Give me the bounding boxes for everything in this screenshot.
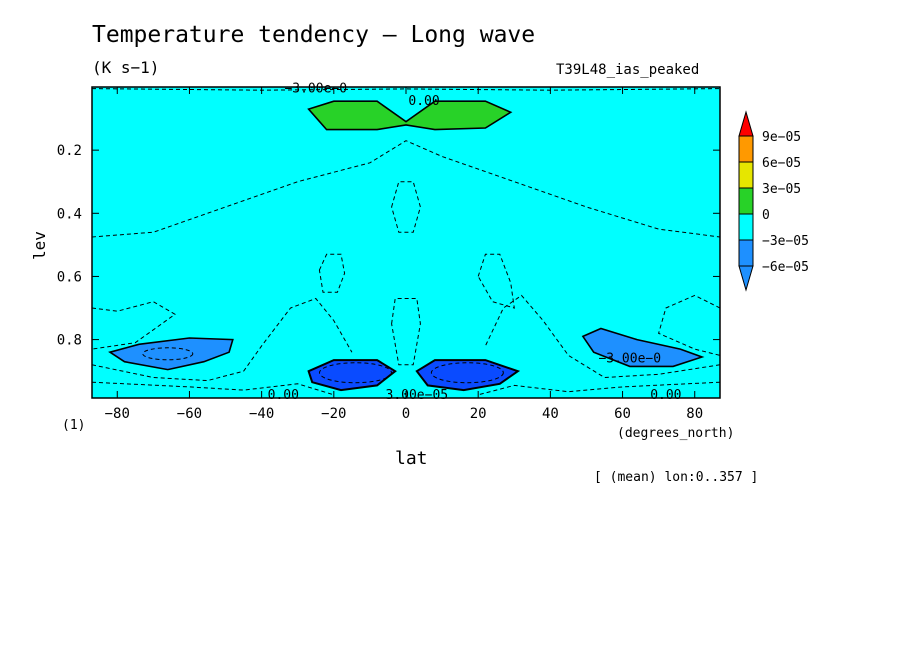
x-tick-label: −80 bbox=[105, 406, 130, 422]
center-lower-oval bbox=[391, 298, 421, 366]
sh-edge-contour bbox=[92, 301, 176, 350]
x-tick-label: 60 bbox=[614, 406, 631, 422]
sh-negative-cell bbox=[108, 337, 234, 371]
x-tick-label: 80 bbox=[686, 406, 703, 422]
y-tick-label: 0.4 bbox=[57, 206, 82, 222]
upper-arch-contour bbox=[92, 140, 720, 238]
x-axis-label: lat bbox=[395, 448, 428, 469]
top-contour bbox=[92, 88, 720, 91]
y-axis-ticks: 0.2 0.4 0.6 0.8 bbox=[57, 143, 720, 349]
nh-minimum-inner-ring bbox=[430, 362, 504, 384]
colorbar-swatch bbox=[738, 239, 754, 267]
sh-surface-contour bbox=[92, 381, 334, 396]
colorbar-label: −3e−05 bbox=[762, 234, 809, 249]
contour-label: 0.00 bbox=[650, 388, 681, 403]
contour-labels: 0.00 −3.00e−0 −3.00e−0 0.00 3.00e−05 0.00 bbox=[268, 82, 682, 403]
chart-title: Temperature tendency — Long wave bbox=[92, 22, 536, 48]
nh-edge-contour bbox=[657, 294, 720, 356]
colorbar-swatch bbox=[738, 213, 754, 241]
y-tick-label: 0.6 bbox=[57, 269, 82, 285]
colorbar-label: 6e−05 bbox=[762, 156, 801, 171]
x-tick-label: −40 bbox=[249, 406, 274, 422]
chart-units: (K s−1) bbox=[92, 58, 160, 77]
colorbar-swatch bbox=[738, 135, 754, 163]
colorbar-label: 9e−05 bbox=[762, 130, 801, 145]
nh-small-oval bbox=[477, 253, 515, 309]
sh-small-oval bbox=[318, 253, 346, 293]
nh-surface-contour bbox=[478, 381, 720, 396]
colorbar-label: 0 bbox=[762, 208, 770, 223]
colorbar-legend: 9e−05 6e−05 3e−05 0 −3e−05 −6e−05 bbox=[738, 110, 809, 292]
run-name: T39L48_ias_peaked bbox=[556, 62, 700, 78]
nh-lower-contour bbox=[484, 294, 720, 379]
x-tick-label: −20 bbox=[321, 406, 346, 422]
x-tick-label: 20 bbox=[470, 406, 487, 422]
colorbar-label: −6e−05 bbox=[762, 260, 809, 275]
x-axis-units: (degrees_north) bbox=[617, 426, 735, 441]
colorbar-swatch bbox=[738, 161, 754, 189]
colorbar-bottom-arrow bbox=[738, 265, 754, 292]
x-tick-label: 40 bbox=[542, 406, 559, 422]
center-upper-oval bbox=[391, 181, 421, 233]
colorbar-top-arrow bbox=[738, 110, 754, 137]
upper-positive-cell bbox=[307, 100, 513, 131]
sh-cell-inner-ring bbox=[142, 347, 194, 361]
sh-lower-contour bbox=[92, 297, 353, 382]
contour-label: 0.00 bbox=[408, 94, 439, 109]
contour-label: −3.00e−0 bbox=[598, 352, 661, 367]
nh-minimum bbox=[415, 359, 521, 392]
y-tick-label: 0.8 bbox=[57, 333, 82, 349]
x-tick-label: −60 bbox=[177, 406, 202, 422]
plot-area bbox=[92, 87, 720, 398]
sh-minimum-inner-ring bbox=[318, 362, 392, 384]
nh-negative-cell bbox=[581, 327, 705, 368]
x-tick-label: 0 bbox=[402, 406, 410, 422]
colorbar-swatch bbox=[738, 187, 754, 215]
panel-id: (1) bbox=[62, 418, 86, 433]
contour-lines bbox=[92, 88, 720, 396]
contour-label: −3.00e−0 bbox=[284, 82, 347, 97]
x-axis-ticks: −80 −60 −40 −20 0 20 40 60 80 bbox=[105, 87, 703, 422]
filled-regions bbox=[108, 100, 705, 392]
colorbar-label: 3e−05 bbox=[762, 182, 801, 197]
averaging-note: [ (mean) lon:0..357 ] bbox=[594, 470, 759, 485]
y-tick-label: 0.2 bbox=[57, 143, 82, 159]
contour-label: 3.00e−05 bbox=[386, 388, 449, 403]
contour-label: 0.00 bbox=[268, 388, 299, 403]
